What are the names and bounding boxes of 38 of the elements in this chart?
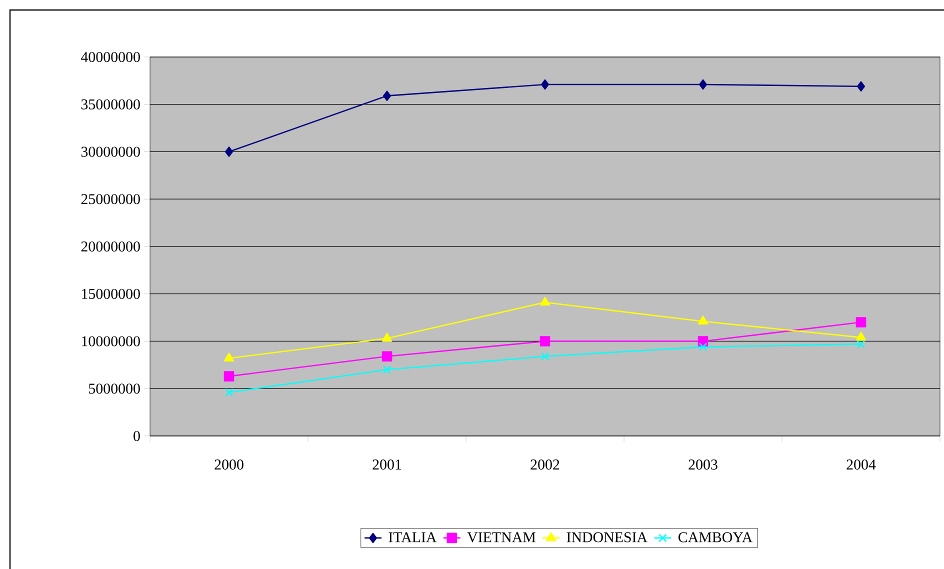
y-tick-label: 0 [134,430,140,442]
point [540,336,550,346]
point [698,336,708,346]
x-tick-label: 2004 [846,460,876,470]
point [224,352,234,362]
y-tick-label: 20000000 [81,241,140,252]
x-tick-label: 2000 [214,460,244,470]
point [856,317,866,328]
point [856,81,866,92]
point [698,316,708,324]
point [856,332,866,341]
point [698,79,708,90]
y-tick-label: 15000000 [82,288,140,299]
point [382,332,392,342]
point [224,388,234,397]
point [698,342,708,352]
point [382,365,392,374]
legend-label: ITALIA [388,532,437,542]
point [540,296,550,306]
x-tick-label: 2001 [372,460,402,470]
point [224,146,234,157]
y-tick-label: 35000000 [81,99,140,110]
point [540,79,550,90]
x-tick-label: 2003 [688,460,718,470]
point [540,352,550,361]
legend-label: VIETNAM [467,532,536,542]
point [856,340,866,348]
y-tick-label: 10000000 [82,336,140,346]
y-tick-label: 30000000 [81,146,140,157]
x-tick-label: 2002 [530,460,560,470]
y-tick-label: 25000000 [81,194,140,204]
y-tick-label: 40000000 [81,52,140,62]
point [382,351,392,362]
point [224,371,234,382]
point [382,90,392,101]
legend-label: CAMBOYA [678,532,752,542]
y-tick-label: 5000000 [89,384,140,394]
legend-label: INDONESIA [566,532,648,542]
